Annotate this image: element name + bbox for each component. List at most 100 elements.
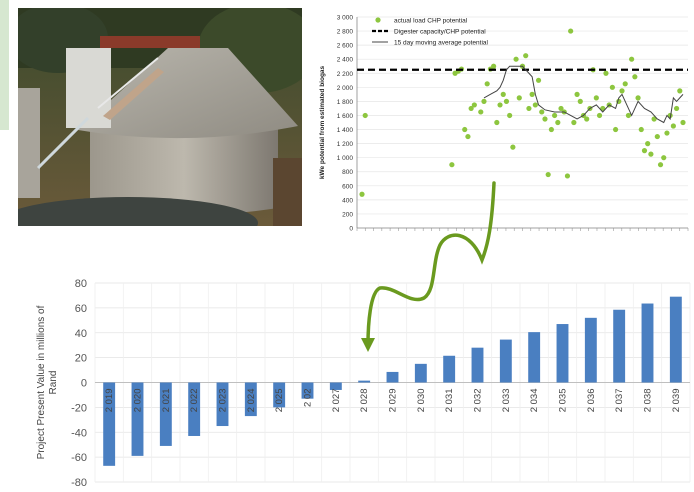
data-point	[609, 84, 615, 90]
y-tick-label: 0	[349, 226, 353, 233]
data-point	[568, 28, 574, 34]
legend-label: 15 day moving average potential	[394, 40, 489, 47]
bar	[499, 339, 512, 383]
bar	[188, 382, 201, 436]
data-point	[677, 88, 683, 94]
data-point	[500, 91, 506, 97]
data-point	[507, 112, 513, 119]
bar	[556, 324, 569, 383]
data-point	[542, 116, 548, 122]
legend-label: Digester capacity/CHP potential	[394, 29, 486, 36]
data-point	[359, 191, 365, 197]
bar	[641, 303, 654, 383]
x-tick-label: 2 035	[558, 389, 569, 413]
data-point	[539, 109, 545, 115]
data-point	[516, 95, 522, 101]
y-tick-label: 400	[342, 197, 353, 204]
data-point	[552, 112, 558, 119]
data-point	[529, 91, 535, 97]
data-point	[584, 116, 590, 122]
bar	[386, 371, 399, 383]
y-tick-label: 0	[81, 378, 87, 390]
data-point	[532, 102, 538, 108]
y-tick-label: 20	[75, 353, 87, 365]
x-tick-label: 2 02	[303, 389, 314, 408]
y-tick-label: 3 000	[337, 15, 354, 22]
accent-side-panel	[0, 0, 9, 130]
data-point	[523, 53, 529, 59]
data-point	[657, 162, 664, 168]
x-tick-label: 2 029	[388, 389, 399, 413]
y-tick-label: 2 800	[337, 29, 354, 36]
data-point	[465, 133, 471, 140]
y-tick-label: 60	[75, 303, 87, 315]
x-tick-label: 2 033	[501, 389, 512, 413]
data-point	[468, 105, 474, 112]
chp-potential-scatter-chart: 0 200 400 600 800 1 000 1 200 1 400 1 600 1 800 2 …	[310, 0, 694, 240]
y-tick-label: 1 800	[337, 99, 354, 106]
y-tick-label: -60	[71, 452, 87, 464]
bar	[159, 382, 172, 446]
x-tick-label: 2 027	[331, 389, 342, 413]
y-tick-label: 1 400	[337, 127, 354, 134]
data-point	[622, 81, 628, 87]
data-point	[564, 173, 571, 179]
data-point	[612, 126, 619, 133]
y-axis-label-line-1: Project Present Value in millions of	[36, 305, 47, 459]
data-point	[449, 162, 455, 168]
x-tick-label: 2 038	[643, 389, 654, 413]
x-tick-label: 2 028	[359, 389, 370, 413]
y-axis-label: kWe potential from estimated biogas	[319, 65, 326, 179]
data-point	[619, 88, 625, 94]
y-tick-label: 600	[342, 183, 353, 190]
x-tick-label: 2 039	[671, 389, 682, 413]
x-tick-label: 2 034	[529, 389, 540, 413]
y-tick-label: 1 200	[337, 141, 354, 148]
data-point	[571, 119, 577, 126]
data-point	[651, 116, 657, 122]
data-point	[661, 155, 667, 161]
data-point	[596, 112, 603, 119]
scatter-chart-svg: 0 200 400 600 800 1 000 1 200 1 400 1 600 1 800 2 …	[319, 15, 689, 233]
data-point	[558, 105, 564, 112]
data-point	[513, 56, 519, 62]
y-tick-label: 40	[75, 328, 87, 340]
bar	[414, 363, 427, 383]
bar	[301, 382, 314, 399]
data-point	[462, 126, 468, 133]
y-tick-label: -20	[71, 402, 87, 414]
y-tick-label: 1 600	[337, 113, 354, 120]
bar	[613, 309, 626, 383]
data-point	[545, 171, 551, 178]
data-point	[494, 119, 500, 126]
present-value-bar-chart: -80 -60 -40 -20 0 20 40 60 80 Project Present Val…	[20, 258, 694, 489]
x-tick-label: 2 032	[473, 389, 484, 413]
bar	[358, 380, 371, 383]
bar-chart-svg: -80 -60 -40 -20 0 20 40 60 80 Project Present Val…	[36, 278, 691, 489]
x-tick-label: 2 030	[416, 389, 427, 413]
data-point	[648, 151, 654, 157]
y-tick-label: -80	[71, 477, 87, 487]
data-point	[510, 144, 516, 150]
data-point	[593, 95, 599, 101]
x-tick-label: 2 031	[444, 389, 455, 413]
data-point	[625, 112, 632, 119]
data-point	[670, 123, 676, 129]
bar	[103, 382, 116, 466]
bar	[443, 355, 456, 383]
data-point	[362, 112, 368, 119]
legend-marker-dot	[375, 17, 381, 23]
moving-average-line	[483, 65, 684, 124]
data-point	[645, 141, 651, 147]
y-tick-label: 800	[342, 169, 353, 176]
data-point	[654, 133, 660, 140]
data-point	[471, 102, 477, 108]
bar	[669, 296, 682, 383]
data-point	[484, 81, 490, 87]
data-point	[481, 98, 487, 104]
y-tick-label: 2 200	[337, 71, 354, 78]
data-point	[574, 91, 580, 97]
y-tick-label: 2 000	[337, 85, 354, 92]
data-point	[548, 126, 554, 133]
y-axis-label-line-2: Rand	[48, 371, 59, 395]
